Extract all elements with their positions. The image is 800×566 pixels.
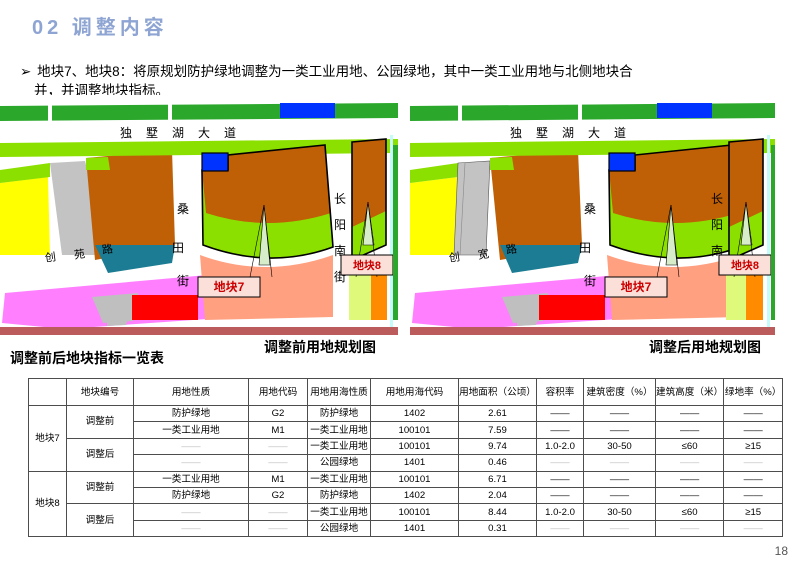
svg-text:街: 街 xyxy=(177,274,189,288)
svg-text:路: 路 xyxy=(101,242,114,256)
svg-text:街: 街 xyxy=(584,274,596,288)
svg-text:苑: 苑 xyxy=(73,247,86,261)
svg-text:地块8: 地块8 xyxy=(731,258,759,272)
svg-text:田: 田 xyxy=(172,241,184,255)
svg-text:田: 田 xyxy=(579,241,591,255)
svg-text:桑: 桑 xyxy=(584,202,596,216)
svg-text:地块7: 地块7 xyxy=(214,279,245,294)
svg-text:创: 创 xyxy=(44,250,57,264)
svg-text:独墅湖大道: 独墅湖大道 xyxy=(120,125,250,140)
svg-text:独墅湖大道: 独墅湖大道 xyxy=(510,125,640,140)
svg-text:路: 路 xyxy=(505,242,518,256)
svg-text:阳: 阳 xyxy=(711,218,723,232)
svg-text:桑: 桑 xyxy=(177,202,189,216)
svg-text:宽: 宽 xyxy=(477,246,490,261)
svg-text:长: 长 xyxy=(334,192,346,206)
svg-text:地块7: 地块7 xyxy=(621,279,652,294)
svg-text:阳: 阳 xyxy=(334,218,346,232)
svg-text:地块8: 地块8 xyxy=(353,258,381,272)
svg-text:长: 长 xyxy=(711,192,723,206)
svg-text:创: 创 xyxy=(448,250,461,264)
